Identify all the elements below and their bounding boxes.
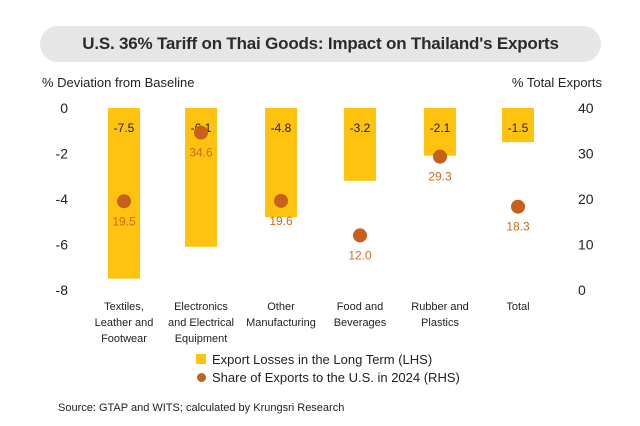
scatter-point (117, 194, 131, 209)
category-label: and Electrical (168, 317, 234, 329)
category-label: Plastics (421, 317, 459, 329)
legend-dot-label: Share of Exports to the U.S. in 2024 (RH… (212, 369, 460, 385)
point-value-label: 18.3 (506, 220, 530, 234)
bar-value-label: -2.1 (430, 121, 451, 135)
source-note: Source: GTAP and WITS; calculated by Kru… (58, 402, 345, 414)
scatter-point (511, 199, 525, 214)
legend-bar-swatch (196, 354, 206, 364)
right-tick-label: 20 (578, 191, 594, 207)
point-value-label: 34.6 (189, 146, 213, 160)
category-label: Food and (337, 301, 383, 313)
chart-title: U.S. 36% Tariff on Thai Goods: Impact on… (82, 34, 559, 53)
point-value-label: 19.6 (269, 214, 293, 228)
legend-item-bars: Export Losses in the Long Term (LHS) (196, 350, 460, 368)
category-label: Beverages (334, 317, 387, 329)
left-tick-label: -4 (56, 191, 69, 207)
category-label: Textiles, (104, 301, 144, 313)
left-axis-title: % Deviation from Baseline (42, 75, 195, 90)
category-label: Total (506, 301, 529, 313)
category-label: Electronics (174, 301, 228, 313)
scatter-point (194, 125, 208, 140)
bar-value-label: -3.2 (350, 121, 371, 135)
scatter-point (274, 193, 288, 208)
bar (344, 108, 376, 181)
legend-item-dots: Share of Exports to the U.S. in 2024 (RH… (196, 368, 460, 386)
left-tick-label: -2 (56, 146, 69, 162)
scatter-point (433, 149, 447, 164)
bar-value-label: -1.5 (508, 121, 529, 135)
legend-dot-swatch (197, 372, 206, 382)
category-label: Rubber and (411, 301, 469, 313)
bar (424, 108, 456, 156)
right-tick-label: 0 (578, 282, 586, 298)
category-label: Other (267, 301, 295, 313)
point-value-label: 29.3 (428, 170, 452, 184)
bar-value-label: -7.5 (114, 121, 135, 135)
left-tick-label: 0 (60, 100, 68, 116)
category-label: Equipment (175, 333, 228, 345)
legend-bar-label: Export Losses in the Long Term (LHS) (212, 351, 433, 367)
category-label: Footwear (101, 333, 147, 345)
left-tick-label: -6 (56, 237, 69, 253)
right-tick-label: 10 (578, 237, 594, 253)
bar (502, 108, 534, 143)
category-label: Manufacturing (246, 317, 316, 329)
legend: Export Losses in the Long Term (LHS) Sha… (196, 350, 460, 386)
right-axis-title: % Total Exports (511, 75, 602, 90)
scatter-point (353, 228, 367, 243)
point-value-label: 19.5 (112, 214, 136, 228)
right-tick-label: 40 (578, 100, 594, 116)
bar-value-label: -4.8 (271, 121, 292, 135)
point-value-label: 12.0 (348, 248, 372, 262)
right-tick-label: 30 (578, 146, 594, 162)
left-tick-label: -8 (56, 282, 69, 298)
category-label: Leather and (95, 317, 154, 329)
bar (108, 108, 140, 279)
chart-title-banner: U.S. 36% Tariff on Thai Goods: Impact on… (40, 26, 601, 62)
